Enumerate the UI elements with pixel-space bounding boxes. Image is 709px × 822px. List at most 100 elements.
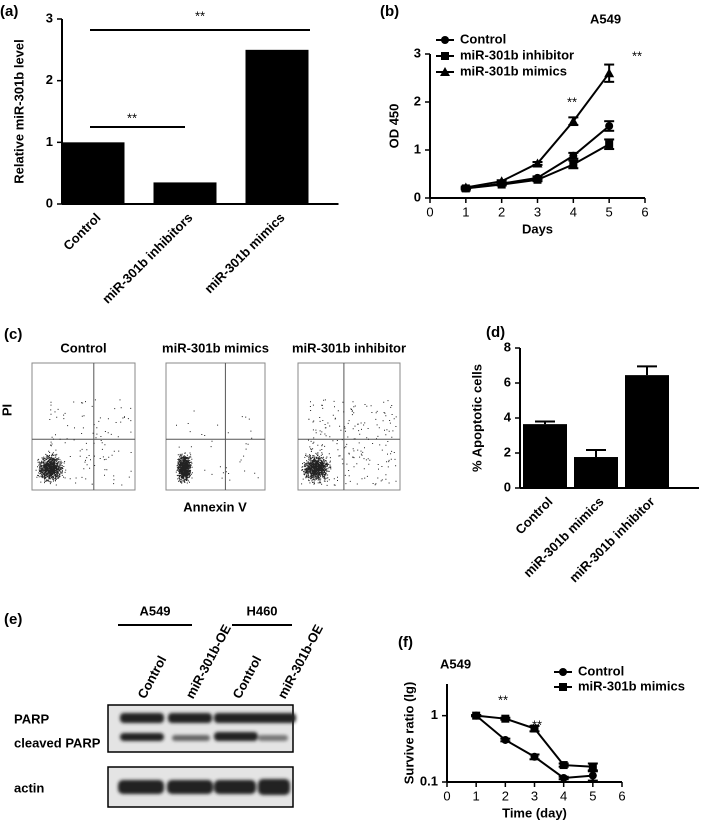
y-tick-label: 0: [414, 189, 421, 204]
blot: [107, 704, 296, 808]
event-dots: [175, 410, 259, 484]
plot-frame: [31, 362, 136, 491]
y-tick-label: 2: [46, 72, 53, 87]
panel-label: (f): [398, 634, 413, 651]
marker: [496, 176, 507, 186]
x-tick-label: miR-301b inhibitors: [99, 210, 195, 306]
bar: [153, 182, 217, 204]
marker: [605, 122, 614, 130]
legend-label: miR-301b inhibitor: [460, 47, 574, 62]
x-tick-label: 1: [462, 204, 469, 219]
x-axis-label: Days: [522, 221, 553, 236]
panel-label: (b): [380, 3, 399, 20]
lane-label: Control: [229, 653, 264, 701]
x-tick-label: miR-301b inhibitor: [566, 494, 657, 585]
series-line: [465, 72, 610, 189]
y-tick-label: 1: [46, 134, 53, 149]
marker: [605, 140, 614, 149]
bar: [625, 375, 669, 488]
lane-label: miR-301b-OE: [274, 622, 326, 701]
legend-label: Control: [460, 31, 506, 46]
x-tick-label: 4: [560, 788, 567, 803]
y-axis-label: % Apoptotic cells: [469, 364, 484, 472]
y-tick-label: 1: [414, 141, 421, 156]
legend-label: Control: [578, 663, 624, 678]
chart-title: A549: [590, 11, 621, 26]
x-tick-label: 1: [473, 788, 480, 803]
panel-label: (c): [4, 326, 22, 343]
marker: [460, 182, 471, 192]
marker: [604, 68, 615, 78]
x-tick-label: 3: [531, 788, 538, 803]
marker: [532, 158, 543, 168]
x-tick-label: 6: [618, 788, 625, 803]
plot-frame: [165, 362, 266, 491]
y-label: PI: [0, 404, 14, 416]
marker: [559, 773, 568, 782]
lane-label: miR-301b-OE: [182, 622, 234, 701]
marker: [530, 752, 539, 761]
bar: [245, 49, 309, 205]
marker: [559, 761, 568, 770]
cell-line-label: A549: [139, 603, 170, 618]
x-tick-label: 5: [589, 788, 596, 803]
marker: [588, 762, 597, 771]
annotation: **: [127, 110, 137, 125]
y-tick-label: 2: [414, 93, 421, 108]
x-tick-label: Control: [512, 494, 555, 537]
y-tick-label: 3: [414, 45, 421, 60]
annotation: **: [498, 692, 508, 707]
chart-title: A549: [440, 656, 471, 671]
x-label: Annexin V: [183, 499, 247, 514]
row-label: actin: [14, 780, 44, 795]
y-tick-label: 0: [46, 195, 53, 210]
event-dots: [35, 399, 132, 486]
y-axis-label: Relative miR-301b level: [11, 39, 26, 184]
cell-line-label: H460: [246, 603, 277, 618]
lane-label: Control: [134, 653, 169, 701]
x-tick-label: 0: [426, 204, 433, 219]
legend-label: miR-301b mimics: [578, 678, 685, 693]
y-axis-label: OD 450: [386, 104, 401, 149]
marker: [441, 52, 449, 60]
marker: [569, 151, 578, 160]
y-axis-label: Survive ratio (lg): [401, 682, 416, 785]
event-dots: [301, 399, 397, 486]
marker: [569, 160, 578, 169]
marker: [501, 735, 510, 744]
annotation: **: [195, 8, 205, 23]
plot-label: miR-301b mimics: [162, 340, 269, 355]
x-tick-label: 5: [606, 204, 613, 219]
x-tick-label: 2: [498, 204, 505, 219]
plot-frame: [297, 362, 401, 491]
marker: [559, 668, 567, 676]
row-label: PARP: [14, 711, 49, 726]
row-label: cleaved PARP: [14, 735, 101, 750]
panel-label: (a): [0, 3, 18, 20]
panel-label: (e): [4, 611, 22, 628]
annotation: **: [567, 94, 577, 109]
x-tick-label: 3: [534, 204, 541, 219]
marker: [501, 714, 510, 723]
annotation: **: [632, 48, 642, 63]
x-tick-label: Control: [60, 210, 103, 253]
y-tick-label: 3: [46, 10, 53, 25]
panel-label: (d): [486, 324, 505, 341]
x-axis-label: Time (day): [502, 805, 567, 820]
y-tick-label: 0.1: [420, 773, 438, 788]
marker: [568, 116, 579, 126]
y-tick-label: 8: [504, 339, 511, 354]
bar: [523, 424, 567, 488]
marker: [530, 724, 539, 733]
y-tick-label: 2: [504, 444, 511, 459]
plot-label: miR-301b inhibitor: [292, 340, 406, 355]
bar: [61, 142, 125, 204]
marker: [441, 36, 449, 44]
x-tick-label: 4: [570, 204, 577, 219]
legend-label: miR-301b mimics: [460, 63, 567, 78]
y-tick-label: 0: [504, 479, 511, 494]
y-tick-label: 1: [431, 707, 438, 722]
x-tick-label: miR-301b mimics: [201, 210, 287, 296]
marker: [440, 67, 450, 76]
